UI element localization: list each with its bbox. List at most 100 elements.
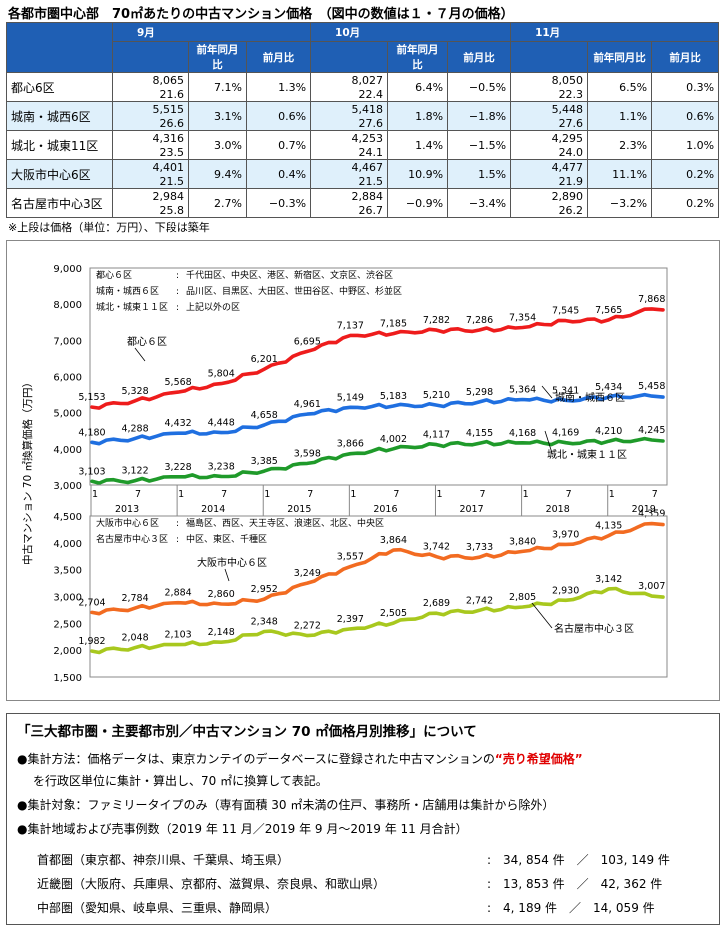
price-cell: 2,884 (310, 188, 389, 203)
age-cell: 24.0 (510, 145, 589, 160)
series-line (90, 392, 665, 446)
y-tick-label: 9,000 (53, 264, 82, 275)
age-cell: 23.5 (112, 145, 189, 160)
info-target: ●集計対象：ファミリータイプのみ（専有面積 30 ㎡未満の住戸、事務所・店舗用は… (17, 798, 555, 812)
price-cell: 4,467 (310, 159, 389, 174)
yoy-header: 前年同月比 (387, 41, 449, 73)
data-label: 2,860 (208, 589, 235, 600)
table-row: 都心6区 8,065 7.1% 1.3% 8,027 6.4% −0.5% 8,050 6.5%… (6, 72, 720, 102)
yoy-cell: 9.4% (188, 159, 247, 189)
age-cell: 26.6 (112, 116, 189, 131)
data-label: 7,185 (380, 319, 407, 330)
x-tick-month: 1 (609, 489, 615, 500)
mom-cell: 1.3% (245, 72, 312, 102)
x-tick-month: 7 (652, 489, 658, 500)
legend-name: 大阪市中心６区 (96, 517, 159, 529)
age-cell: 21.6 (112, 87, 189, 102)
y-tick-label: 1,500 (53, 673, 82, 684)
mom-cell: −1.5% (447, 130, 512, 160)
data-label: 2,930 (552, 585, 579, 596)
legend-desc: 上記以外の区 (186, 301, 240, 313)
mom-cell: 0.3% (651, 72, 720, 102)
data-label: 6,695 (294, 336, 321, 347)
yoy-cell: 3.1% (188, 101, 247, 131)
y-tick-label: 4,000 (53, 445, 82, 456)
data-label: 4,210 (595, 426, 622, 437)
data-label: 3,866 (337, 439, 364, 450)
info-title: 「三大都市圏・主要都市別／中古マンション 70 ㎡価格月別推移」について (17, 724, 477, 740)
data-label: 5,364 (509, 385, 536, 396)
mom-cell: 0.4% (245, 159, 312, 189)
table-row-age: 25.8 26.7 26.2 (7, 203, 719, 218)
age-cell: 26.7 (310, 203, 389, 218)
region-count: : 13, 853 件 ／ 42, 362 件 (487, 877, 663, 891)
data-label: 7,354 (509, 313, 536, 324)
data-label: 2,704 (78, 597, 105, 608)
data-label: 2,103 (165, 630, 192, 641)
data-label: 2,784 (121, 593, 148, 604)
month-header: 10月 (310, 22, 512, 42)
data-label: 2,272 (294, 621, 321, 632)
region-count: : 34, 854 件 ／ 103, 149 件 (487, 853, 670, 867)
data-label: 2,742 (466, 595, 493, 606)
price-cell: 4,477 (510, 159, 589, 174)
price-header (112, 41, 189, 73)
yoy-cell: −0.9% (387, 188, 449, 218)
data-label: 5,341 (552, 385, 579, 396)
y-tick-label: 6,000 (53, 373, 82, 384)
mom-cell: −1.8% (447, 101, 512, 131)
callout-line (134, 347, 146, 362)
yoy-cell: 2.7% (188, 188, 247, 218)
y-tick-label: 7,000 (53, 336, 82, 347)
mom-header: 前月比 (245, 41, 312, 73)
data-label: 4,359 (638, 509, 665, 520)
price-cell: 4,316 (112, 130, 189, 145)
info-method-2: を行政区単位に集計・算出し、70 ㎡に換算して表記。 (33, 774, 328, 788)
series-line (90, 586, 665, 655)
mom-cell: 0.2% (651, 188, 720, 218)
x-tick-month: 7 (393, 489, 399, 500)
data-label: 3,249 (294, 568, 321, 579)
data-label: 4,135 (595, 521, 622, 532)
data-label: 1,982 (78, 636, 105, 647)
x-tick-month: 7 (307, 489, 313, 500)
x-tick-month: 7 (566, 489, 572, 500)
info-method: ●集計方法：価格データは、東京カンテイのデータベースに登録された中古マンションの… (17, 750, 583, 767)
data-label: 6,201 (251, 354, 278, 365)
price-cell: 2,890 (510, 188, 589, 203)
y-tick-label: 3,500 (53, 566, 82, 577)
mom-cell: −0.3% (245, 188, 312, 218)
method-text: ●集計方法：価格データは、東京カンテイのデータベースに登録された中古マンションの (17, 752, 495, 766)
price-cell: 4,253 (310, 130, 389, 145)
x-tick-year: 2013 (115, 504, 139, 515)
callout-line (224, 568, 230, 582)
data-label: 4,180 (78, 427, 105, 438)
yoy-header: 前年同月比 (188, 41, 247, 73)
area-name: 都心6区 (6, 72, 113, 102)
data-label: 3,238 (208, 461, 235, 472)
region-name: 首都圏（東京都、神奈川県、千葉県、埼玉県） (37, 853, 290, 867)
legend-colon: : (176, 519, 179, 529)
data-label: 2,397 (337, 614, 364, 625)
x-tick-month: 1 (523, 489, 529, 500)
yoy-cell: 7.1% (188, 72, 247, 102)
age-cell: 25.8 (112, 203, 189, 218)
legend-name: 名古屋市中心３区 (96, 533, 168, 545)
data-label: 3,142 (595, 574, 622, 585)
mom-header: 前月比 (447, 41, 512, 73)
data-label: 3,557 (337, 552, 364, 563)
callout-line (541, 385, 553, 399)
mom-header: 前月比 (651, 41, 720, 73)
age-cell: 24.1 (310, 145, 389, 160)
price-cell: 5,515 (112, 101, 189, 116)
x-tick-month: 7 (221, 489, 227, 500)
data-label: 2,148 (208, 627, 235, 638)
series-line (90, 307, 665, 410)
data-label: 3,007 (638, 581, 665, 592)
yoy-cell: 1.1% (587, 101, 653, 131)
series-callout-label: 都心６区 (127, 336, 167, 348)
yoy-cell: 1.8% (387, 101, 449, 131)
table-row: 名古屋市中心3区 2,984 2.7% −0.3% 2,884 −0.9% −3.4% 2,8… (6, 188, 720, 218)
data-label: 4,432 (165, 418, 192, 429)
mom-cell: −3.4% (447, 188, 512, 218)
